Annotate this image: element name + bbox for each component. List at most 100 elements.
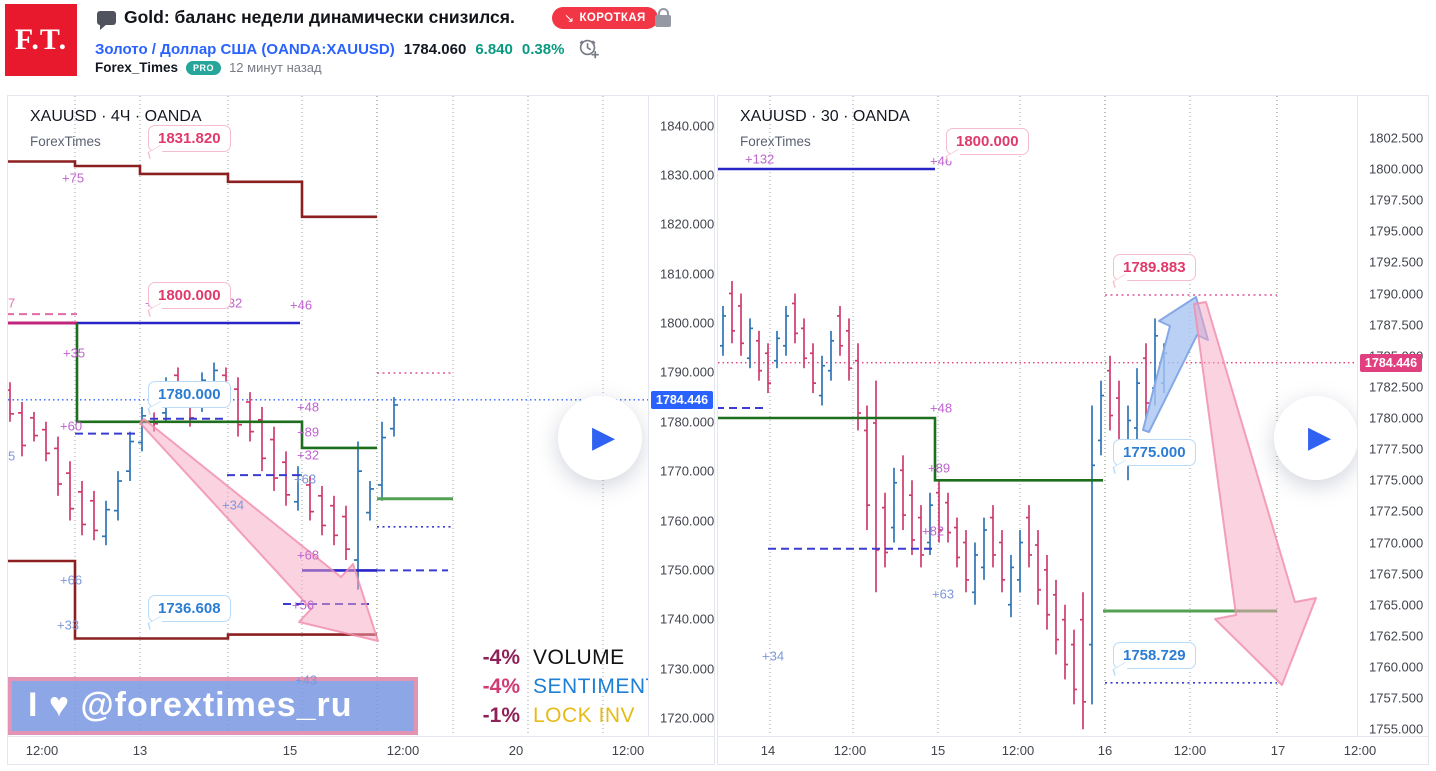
balance-count-label: +132 — [745, 151, 775, 167]
metric-percent: -1% — [482, 704, 520, 727]
play-replay-button[interactable]: ▶ — [1274, 396, 1357, 480]
chart-author-watermark: ForexTimes — [30, 134, 101, 149]
time-tick: 20 — [508, 743, 524, 758]
price-level-callout: 1758.729 — [1113, 641, 1196, 669]
time-tick: 15 — [282, 743, 298, 758]
price-tick: 1830.000 — [660, 167, 715, 183]
symbol-change-percent: 0.38% — [521, 41, 565, 58]
balance-count-label: +48 — [297, 399, 320, 415]
symbol-change: 6.840 — [475, 41, 513, 58]
lock-icon — [655, 8, 671, 27]
price-tick: 1772.500 — [1369, 503, 1424, 519]
chart-panel-4h: XAUUSD · 4Ч · OANDAForexTimes+757+4+132+… — [7, 95, 715, 765]
chart-panel-30m: XAUUSD · 30 · OANDA ForexTimes +132 +46 +48 +… — [717, 95, 1429, 765]
balance-count-label: +75 — [62, 170, 85, 186]
balance-count-label: +82 — [922, 523, 945, 539]
chart-plot-right[interactable]: XAUUSD · 30 · OANDA ForexTimes +132 +46 +48 +… — [718, 96, 1357, 736]
time-tick: 12:00 — [833, 743, 867, 758]
price-axis-left[interactable]: 1840.000 1830.000 1820.000 1810.000 1800.000… — [648, 96, 714, 736]
metric-label: VOLUME — [533, 646, 625, 669]
last-price-tag: 1784.446 — [651, 390, 713, 409]
play-icon: ▶ — [1307, 421, 1332, 454]
metric-row: -4% VOLUME — [416, 646, 648, 675]
trend-arrow — [139, 418, 379, 642]
metric-percent: -4% — [482, 675, 520, 698]
time-tick: 17 — [1270, 743, 1286, 758]
balance-count-label: +33 — [57, 617, 80, 633]
time-axis-left[interactable]: 12:00 13 15 12:00 20 12:00 — [8, 736, 714, 764]
balance-count-label: +34 — [762, 648, 785, 664]
price-tick: 1770.000 — [660, 463, 715, 479]
symbol-row: Золото / Доллар США (OANDA:XAUUSD) 1784.… — [95, 36, 600, 63]
price-tick: 1755.000 — [1369, 721, 1424, 737]
price-tick: 1757.500 — [1369, 690, 1424, 706]
pro-badge: PRO — [186, 60, 222, 75]
price-tick: 1760.000 — [1369, 659, 1424, 675]
chart-title-right: XAUUSD · 30 · OANDA — [740, 108, 910, 125]
last-price-tag: 1784.446 — [1360, 353, 1422, 372]
badge-label: КОРОТКАЯ — [579, 12, 646, 24]
symbol-price: 1784.060 — [403, 41, 467, 58]
chart-title-left: XAUUSD · 4Ч · OANDA — [30, 108, 202, 125]
time-tick: 12:00 — [611, 743, 645, 758]
time-tick: 12:00 — [386, 743, 420, 758]
chart-canvas-left — [8, 96, 648, 736]
balance-count-label: +68 — [297, 547, 320, 563]
forextimes-watermark: I ♥ @forextimes_ru — [8, 677, 418, 735]
symbol-link[interactable]: Золото / Доллар США (OANDA:XAUUSD) — [95, 41, 395, 58]
price-level-callout: 1800.000 — [148, 282, 231, 309]
time-tick: 12:00 — [1173, 743, 1207, 758]
published-time: 12 минут назад — [229, 60, 322, 75]
price-tick: 1792.500 — [1369, 254, 1424, 270]
price-level-callout: 1780.000 — [148, 380, 231, 408]
balance-count-label: +89 — [928, 460, 951, 476]
price-tick: 1790.000 — [1369, 286, 1424, 301]
price-tick: 1782.500 — [1369, 379, 1424, 395]
balance-count-label: 5 — [8, 448, 16, 464]
chart-canvas-right — [718, 96, 1357, 736]
balance-count-label: +89 — [297, 424, 320, 440]
chart-plot-left[interactable]: XAUUSD · 4Ч · OANDAForexTimes+757+4+132+… — [8, 96, 648, 736]
time-tick: 16 — [1097, 743, 1113, 758]
price-tick: 1770.000 — [1369, 535, 1424, 550]
balance-count-label: +32 — [297, 447, 320, 463]
time-tick: 14 — [760, 743, 776, 758]
price-tick: 1800.000 — [660, 315, 715, 331]
price-tick: 1762.500 — [1369, 628, 1424, 644]
indicator-lines — [718, 167, 1277, 684]
balance-count-label: +60 — [60, 418, 83, 434]
chart-author-watermark: ForexTimes — [740, 134, 811, 149]
price-bars — [8, 362, 398, 590]
indicator-lines — [8, 160, 453, 640]
price-tick: 1820.000 — [660, 216, 715, 232]
price-level-callout: 1800.000 — [946, 128, 1029, 155]
comment-bubble-icon — [97, 11, 116, 30]
balance-count-label: +56 — [292, 597, 315, 613]
time-axis-right[interactable]: 14 12:00 15 12:00 16 12:00 17 12:00 — [718, 736, 1428, 764]
price-tick: 1800.000 — [1369, 161, 1424, 177]
time-tick: 12:00 — [1001, 743, 1035, 758]
play-icon: ▶ — [591, 421, 616, 454]
metric-percent: -4% — [482, 646, 520, 669]
price-tick: 1740.000 — [660, 611, 715, 627]
price-tick: 1780.000 — [660, 414, 715, 430]
time-tick: 13 — [132, 743, 148, 758]
price-tick: 1777.500 — [1369, 441, 1424, 457]
price-tick: 1775.000 — [1369, 472, 1424, 488]
price-tick: 1750.000 — [660, 562, 715, 578]
balance-count-label: +43 — [295, 672, 318, 688]
balance-count-label: +63 — [294, 471, 317, 487]
alarm-clock-plus-icon[interactable] — [577, 36, 600, 63]
price-tick: 1810.000 — [660, 266, 715, 282]
forex-times-logo[interactable]: F.T. — [5, 4, 77, 76]
author-name[interactable]: Forex_Times — [95, 60, 179, 75]
arrow-down-right-icon: ↘ — [564, 11, 575, 25]
balance-count-label: +35 — [63, 345, 86, 361]
balance-count-label: +48 — [930, 400, 953, 416]
price-axis-right[interactable]: 1802.500 1800.000 1797.500 1795.000 1792.500… — [1357, 96, 1428, 737]
balance-count-label: +34 — [222, 497, 245, 513]
metric-label: LOCK INV — [533, 704, 636, 727]
price-tick: 1760.000 — [660, 513, 715, 528]
price-tick: 1840.000 — [660, 118, 715, 133]
play-replay-button[interactable]: ▶ — [558, 396, 642, 480]
